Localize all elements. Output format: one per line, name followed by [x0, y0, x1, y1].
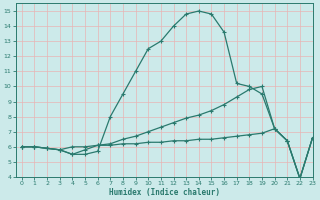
X-axis label: Humidex (Indice chaleur): Humidex (Indice chaleur): [108, 188, 220, 197]
